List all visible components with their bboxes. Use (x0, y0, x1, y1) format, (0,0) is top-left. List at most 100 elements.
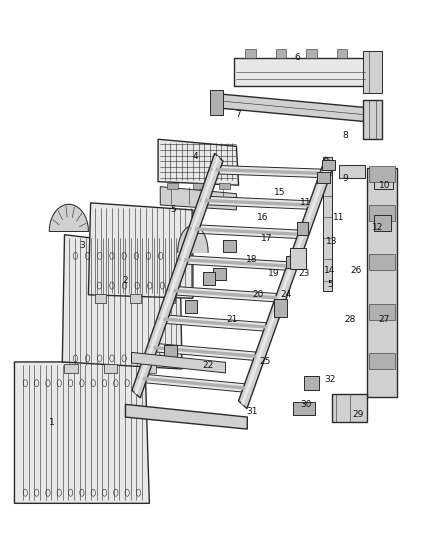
Polygon shape (184, 300, 197, 313)
Polygon shape (203, 272, 215, 285)
Polygon shape (134, 156, 219, 395)
Polygon shape (234, 58, 367, 86)
Text: 6: 6 (294, 53, 300, 62)
Bar (143, 364, 156, 373)
Polygon shape (211, 165, 321, 177)
Text: 18: 18 (246, 255, 258, 264)
Text: 21: 21 (226, 315, 238, 324)
Polygon shape (125, 405, 247, 429)
Text: 11: 11 (333, 213, 344, 222)
Text: 20: 20 (252, 290, 264, 299)
Polygon shape (318, 172, 330, 183)
Text: 8: 8 (343, 131, 348, 140)
Polygon shape (339, 165, 365, 178)
Polygon shape (286, 256, 297, 268)
Text: 9: 9 (343, 174, 348, 183)
Text: 29: 29 (353, 410, 364, 419)
Bar (95, 294, 106, 303)
Polygon shape (245, 50, 256, 58)
Text: 16: 16 (257, 213, 268, 222)
Polygon shape (179, 258, 288, 268)
Polygon shape (212, 93, 365, 122)
Polygon shape (132, 154, 223, 398)
Bar (104, 364, 117, 373)
Polygon shape (88, 203, 193, 298)
Bar (64, 364, 78, 373)
Polygon shape (148, 343, 256, 360)
Polygon shape (159, 317, 266, 329)
Polygon shape (49, 204, 88, 231)
Polygon shape (297, 222, 308, 235)
Polygon shape (332, 394, 367, 422)
Polygon shape (179, 255, 288, 270)
Polygon shape (158, 139, 239, 185)
Polygon shape (200, 199, 310, 207)
Polygon shape (239, 157, 334, 409)
Text: 3: 3 (79, 241, 85, 250)
Polygon shape (159, 314, 266, 331)
Polygon shape (148, 345, 256, 358)
Polygon shape (369, 205, 395, 221)
Text: 14: 14 (324, 265, 336, 274)
Text: 25: 25 (259, 358, 270, 367)
Bar (219, 183, 230, 189)
Polygon shape (369, 353, 395, 369)
Polygon shape (369, 166, 395, 182)
Polygon shape (200, 196, 310, 209)
Polygon shape (293, 401, 315, 415)
Polygon shape (223, 240, 236, 252)
Polygon shape (374, 171, 393, 189)
Bar (130, 294, 141, 303)
Polygon shape (190, 224, 300, 239)
Polygon shape (14, 362, 149, 503)
Polygon shape (168, 288, 277, 300)
Polygon shape (190, 227, 300, 236)
Polygon shape (369, 304, 395, 319)
Polygon shape (363, 100, 382, 139)
Text: 31: 31 (246, 407, 258, 416)
Polygon shape (138, 376, 245, 390)
Text: 28: 28 (344, 315, 355, 324)
Text: 19: 19 (268, 269, 279, 278)
Text: 7: 7 (236, 110, 241, 119)
Bar (167, 183, 178, 189)
Text: 12: 12 (372, 223, 384, 232)
Polygon shape (304, 376, 319, 390)
Bar (165, 294, 176, 303)
Polygon shape (276, 50, 286, 58)
Polygon shape (62, 235, 182, 369)
Text: 1: 1 (49, 417, 54, 426)
Text: 4: 4 (192, 152, 198, 161)
Polygon shape (131, 352, 226, 373)
Polygon shape (322, 160, 335, 171)
Polygon shape (160, 187, 237, 210)
Text: 32: 32 (324, 375, 336, 384)
Polygon shape (211, 168, 321, 175)
Polygon shape (369, 254, 395, 270)
Polygon shape (323, 157, 332, 291)
Text: 17: 17 (261, 234, 272, 243)
Text: 23: 23 (298, 269, 310, 278)
Text: 26: 26 (350, 265, 362, 274)
Text: 5: 5 (170, 205, 176, 214)
Polygon shape (336, 50, 347, 58)
Polygon shape (306, 50, 317, 58)
Polygon shape (213, 268, 226, 280)
Text: 30: 30 (300, 400, 312, 409)
Polygon shape (363, 51, 382, 93)
Polygon shape (178, 225, 208, 252)
Polygon shape (138, 374, 245, 392)
Polygon shape (168, 286, 277, 302)
Text: 2: 2 (123, 276, 128, 285)
Text: 13: 13 (326, 237, 338, 246)
Text: 5: 5 (327, 280, 333, 289)
Text: 27: 27 (379, 315, 390, 324)
Text: 22: 22 (202, 361, 214, 370)
Text: 11: 11 (300, 198, 312, 207)
Text: 15: 15 (274, 188, 286, 197)
Polygon shape (274, 299, 287, 317)
Text: 10: 10 (378, 181, 390, 190)
Polygon shape (290, 248, 307, 269)
Polygon shape (367, 167, 397, 397)
Polygon shape (210, 90, 223, 115)
